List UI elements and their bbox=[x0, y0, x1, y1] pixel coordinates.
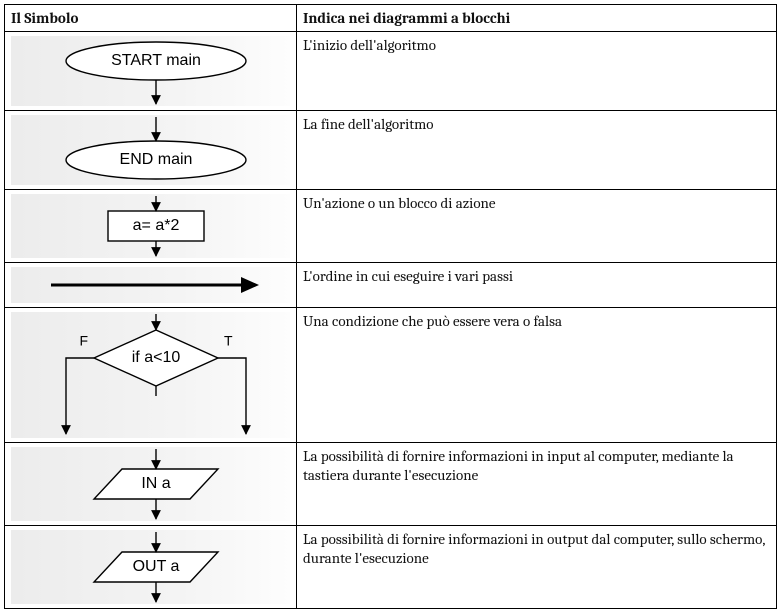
table-row: IN a La possibilità di fornire informazio… bbox=[5, 443, 777, 526]
svg-text:END main: END main bbox=[120, 151, 193, 168]
svg-text:IN a: IN a bbox=[141, 475, 170, 492]
table-row: if a<10 F T Una condizione che può essere v… bbox=[5, 308, 777, 443]
symbol-cell: IN a bbox=[5, 443, 297, 526]
table-row: L'ordine in cui eseguire i vari passi bbox=[5, 263, 777, 308]
description-cell: Un'azione o un blocco di azione bbox=[297, 190, 777, 263]
table-row: START main L'inizio dell'algoritmo bbox=[5, 32, 777, 111]
svg-text:a= a*2: a= a*2 bbox=[133, 217, 180, 234]
symbol-cell: a= a*2 bbox=[5, 190, 297, 263]
header-desc: Indica nei diagrammi a blocchi bbox=[297, 5, 777, 32]
svg-text:OUT a: OUT a bbox=[133, 558, 180, 575]
symbol-cell: OUT a bbox=[5, 526, 297, 609]
svg-text:T: T bbox=[224, 333, 233, 349]
io-symbol: IN a bbox=[11, 447, 290, 521]
description-cell: La fine dell'algoritmo bbox=[297, 111, 777, 190]
arrow-symbol bbox=[11, 267, 290, 303]
description-cell: Una condizione che può essere vera o fal… bbox=[297, 308, 777, 443]
description-cell: La possibilità di fornire informazioni i… bbox=[297, 526, 777, 609]
description-cell: La possibilità di fornire informazioni i… bbox=[297, 443, 777, 526]
description-cell: L'ordine in cui eseguire i vari passi bbox=[297, 263, 777, 308]
table-row: END main La fine dell'algoritmo bbox=[5, 111, 777, 190]
decision-symbol: if a<10 F T bbox=[11, 312, 290, 438]
symbol-cell: END main bbox=[5, 111, 297, 190]
terminal-symbol: END main bbox=[11, 115, 290, 185]
header-symbol: Il Simbolo bbox=[5, 5, 297, 32]
symbol-cell bbox=[5, 263, 297, 308]
symbol-cell: if a<10 F T bbox=[5, 308, 297, 443]
io-symbol: OUT a bbox=[11, 530, 290, 604]
terminal-symbol: START main bbox=[11, 36, 290, 106]
svg-text:START main: START main bbox=[111, 52, 201, 69]
description-cell: L'inizio dell'algoritmo bbox=[297, 32, 777, 111]
table-row: a= a*2 Un'azione o un blocco di azione bbox=[5, 190, 777, 263]
svg-text:F: F bbox=[79, 333, 88, 349]
svg-text:if a<10: if a<10 bbox=[132, 349, 181, 366]
symbol-cell: START main bbox=[5, 32, 297, 111]
symbol-table: Il Simbolo Indica nei diagrammi a blocch… bbox=[4, 4, 777, 609]
process-symbol: a= a*2 bbox=[11, 194, 290, 258]
table-row: OUT a La possibilità di fornire informazi… bbox=[5, 526, 777, 609]
